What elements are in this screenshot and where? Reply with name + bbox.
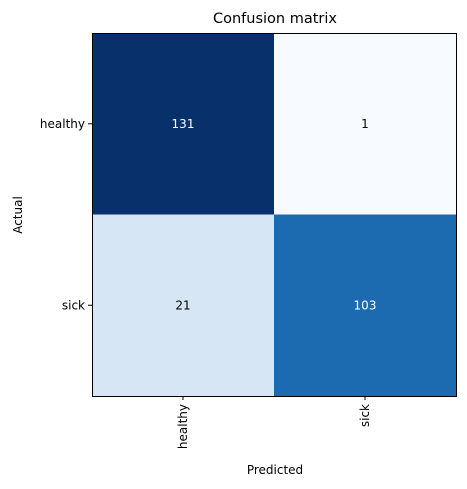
y-axis-ticks: healthy sick [40, 117, 92, 312]
y-axis-label: Actual [11, 196, 25, 234]
cell-value-label: 1 [361, 117, 369, 131]
heatmap-cell [274, 33, 457, 215]
chart-title: Confusion matrix [213, 11, 337, 27]
heatmap-cells [92, 33, 457, 397]
y-tick-label: sick [62, 298, 85, 312]
heatmap-cell [92, 33, 275, 215]
x-tick-label: sick [358, 404, 372, 427]
y-tick-label: healthy [40, 117, 85, 131]
x-tick-label: healthy [176, 404, 190, 449]
heatmap-cell-labels: 131 1 21 103 [172, 117, 377, 313]
x-axis-label: Predicted [247, 463, 303, 477]
plot-frame [92, 33, 457, 397]
cell-value-label: 131 [172, 117, 195, 131]
heatmap-cell [274, 214, 457, 397]
cell-value-label: 103 [354, 298, 377, 312]
heatmap-cell [92, 214, 275, 397]
cell-value-label: 21 [175, 298, 190, 312]
x-axis-ticks: healthy sick [176, 396, 372, 449]
